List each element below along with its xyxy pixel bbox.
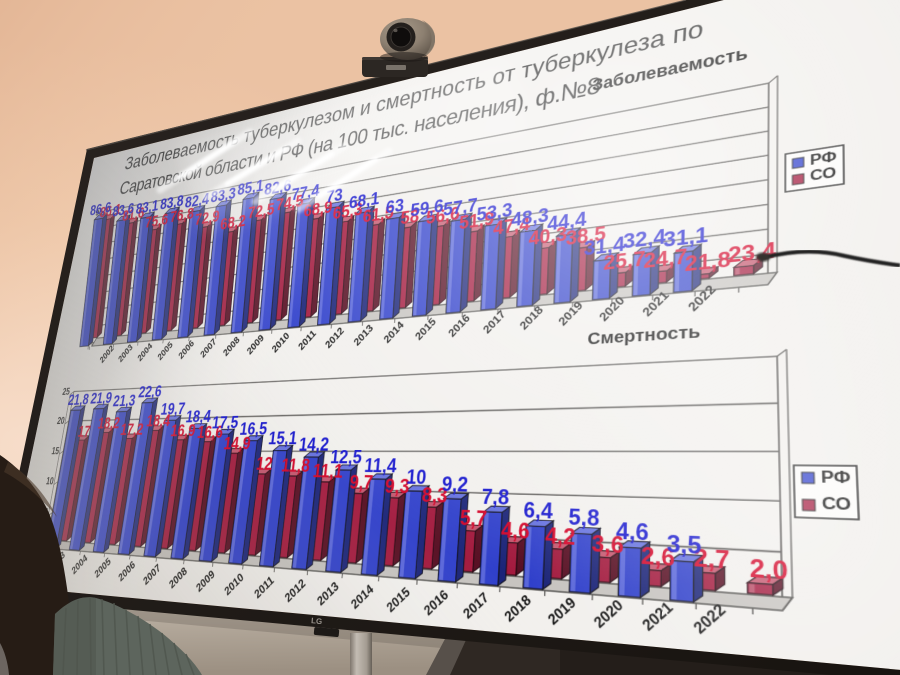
svg-text:LG: LG: [311, 616, 323, 626]
